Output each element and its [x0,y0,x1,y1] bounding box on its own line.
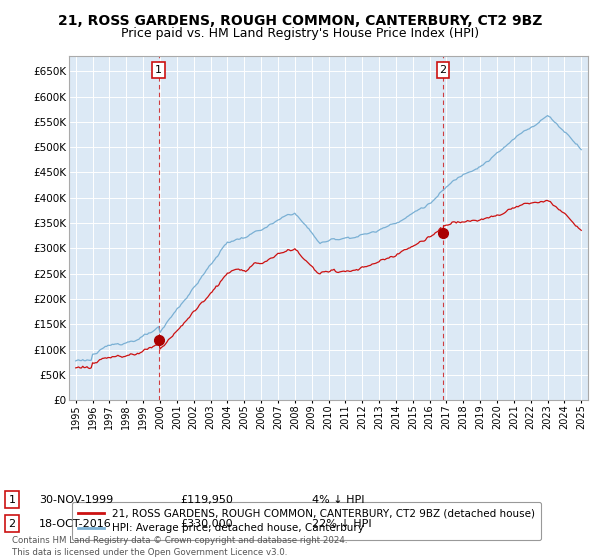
Text: 22% ↓ HPI: 22% ↓ HPI [312,519,371,529]
Text: 4% ↓ HPI: 4% ↓ HPI [312,494,365,505]
Legend: 21, ROSS GARDENS, ROUGH COMMON, CANTERBURY, CT2 9BZ (detached house), HPI: Avera: 21, ROSS GARDENS, ROUGH COMMON, CANTERBU… [71,502,541,540]
Text: 2: 2 [8,519,16,529]
Text: 2: 2 [439,65,446,75]
Text: 1: 1 [155,65,162,75]
Text: Price paid vs. HM Land Registry's House Price Index (HPI): Price paid vs. HM Land Registry's House … [121,27,479,40]
Text: 21, ROSS GARDENS, ROUGH COMMON, CANTERBURY, CT2 9BZ: 21, ROSS GARDENS, ROUGH COMMON, CANTERBU… [58,14,542,28]
Text: £330,000: £330,000 [180,519,233,529]
Text: £119,950: £119,950 [180,494,233,505]
Text: 30-NOV-1999: 30-NOV-1999 [39,494,113,505]
Text: Contains HM Land Registry data © Crown copyright and database right 2024.
This d: Contains HM Land Registry data © Crown c… [12,536,347,557]
Text: 18-OCT-2016: 18-OCT-2016 [39,519,112,529]
Text: 1: 1 [8,494,16,505]
